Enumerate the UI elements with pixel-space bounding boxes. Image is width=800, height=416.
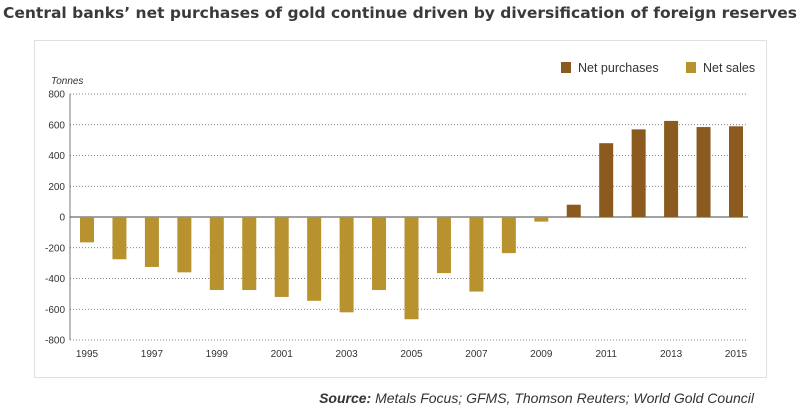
y-tick-label: 0	[59, 213, 65, 224]
bar-chart: Tonnes 800 600 400 200 0 -200 -400 -600 -800 1995 1…	[45, 61, 755, 360]
bar-2002	[307, 217, 322, 301]
bar-2008	[501, 217, 516, 254]
bar-2005	[404, 217, 419, 320]
bar-2003	[339, 217, 354, 313]
x-tick-label: 2009	[530, 349, 553, 360]
y-axis-label: Tonnes	[51, 76, 83, 87]
bar-2007	[469, 217, 484, 292]
x-tick-label: 2011	[595, 349, 617, 360]
x-tick-label: 2007	[465, 349, 488, 360]
bar-1996	[112, 217, 127, 260]
y-tick-label: 400	[48, 151, 65, 162]
x-tick-label: 2003	[335, 349, 358, 360]
chart-panel: Tonnes 800 600 400 200 0 -200 -400 -600 -800 1995 1…	[34, 40, 767, 378]
source-label: Source:	[319, 390, 372, 406]
bar-2009	[534, 217, 549, 222]
y-tick-label: -200	[45, 243, 65, 254]
bar-2000	[242, 217, 257, 291]
x-tick-label: 2005	[400, 349, 423, 360]
bar-1998	[177, 217, 192, 273]
bar-2014	[696, 127, 711, 217]
legend-label-net-sales: Net sales	[703, 61, 755, 75]
legend-swatch-net-purchases	[561, 62, 571, 73]
bar-2001	[274, 217, 289, 297]
chart-title: Central banks’ net purchases of gold con…	[2, 4, 798, 22]
source-note: Source: Metals Focus; GFMS, Thomson Reut…	[319, 390, 754, 406]
bar-2013	[664, 120, 679, 217]
x-tick-label: 1999	[206, 349, 229, 360]
y-tick-label: 800	[48, 90, 65, 101]
bar-2015	[729, 126, 743, 217]
x-tick-label: 1995	[76, 349, 99, 360]
y-tick-label: 200	[48, 182, 65, 193]
bar-2012	[631, 129, 646, 217]
bar-2004	[372, 217, 387, 291]
bar-2010	[566, 204, 581, 217]
bar-1995	[80, 217, 94, 243]
legend-label-net-purchases: Net purchases	[578, 61, 659, 75]
bar-1997	[144, 217, 159, 267]
legend-swatch-net-sales	[686, 62, 696, 73]
x-tick-label: 2015	[725, 349, 748, 360]
y-tick-label: -400	[45, 274, 65, 285]
source-text: Metals Focus; GFMS, Thomson Reuters; Wor…	[371, 390, 754, 406]
y-tick-label: -600	[45, 305, 65, 316]
y-tick-label: -800	[45, 336, 65, 347]
y-tick-label: 600	[48, 120, 65, 131]
bar-1999	[209, 217, 224, 291]
bar-2011	[599, 143, 614, 217]
x-tick-label: 2013	[660, 349, 683, 360]
bar-2006	[436, 217, 451, 274]
x-tick-label: 1997	[141, 349, 164, 360]
x-tick-label: 2001	[271, 349, 294, 360]
